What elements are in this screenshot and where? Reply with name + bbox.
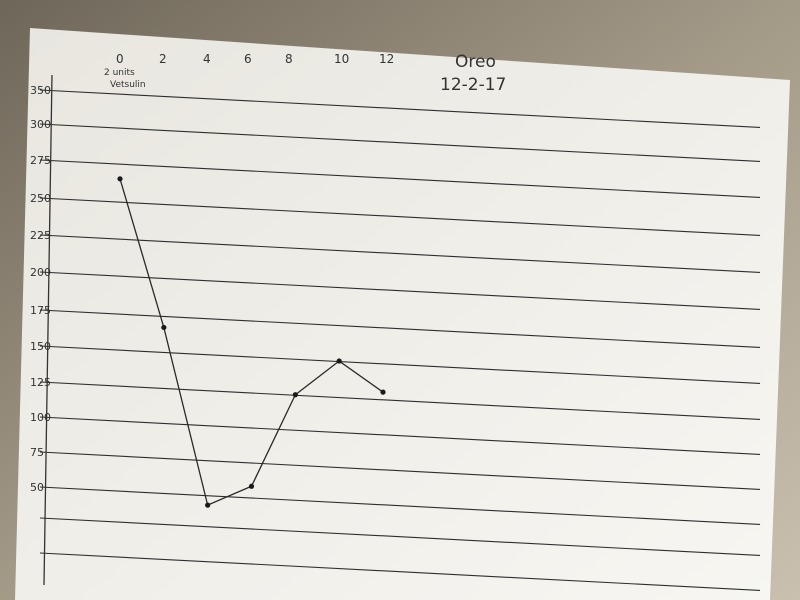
ruled-line: [39, 159, 761, 198]
y-tick-label: 175: [30, 304, 51, 317]
paper-sheet: [15, 28, 790, 600]
ruled-line: [39, 271, 761, 310]
ruled-line: [39, 416, 761, 455]
x-tick-label: 12: [379, 52, 394, 66]
ruled-line: [39, 345, 761, 384]
y-tick-label: 50: [30, 481, 44, 494]
data-point: [380, 389, 386, 395]
y-tick-label: 250: [30, 192, 51, 205]
ruled-line: [39, 486, 761, 525]
x-tick-label: 4: [203, 52, 211, 66]
chart-date: 12-2-17: [440, 75, 506, 95]
chart-title: Oreo: [455, 52, 496, 72]
x-tick-label: 8: [285, 52, 293, 66]
y-tick-label: 100: [30, 411, 51, 424]
ruled-line: [39, 552, 761, 591]
y-tick-label: 200: [30, 266, 51, 279]
ruled-line: [39, 89, 761, 128]
data-point: [292, 392, 298, 398]
x-tick-label: 2: [159, 52, 167, 66]
y-tick-label: 125: [30, 376, 51, 389]
data-point: [248, 483, 255, 489]
data-point: [161, 324, 167, 331]
x-tick-label: 0: [116, 52, 124, 66]
x-tick-label: 6: [244, 52, 252, 66]
x-tick-label: 10: [334, 52, 349, 66]
y-tick-label: 150: [30, 340, 51, 353]
y-axis: [43, 74, 53, 586]
ruled-line: [39, 197, 761, 236]
y-tick-label: 225: [30, 229, 51, 242]
y-tick-label: 300: [30, 118, 51, 131]
y-tick-label: 275: [30, 154, 51, 167]
y-tick-label: 350: [30, 84, 51, 97]
data-point: [117, 176, 123, 182]
ruled-line: [39, 451, 761, 490]
ruled-line: [39, 123, 761, 162]
data-point: [205, 502, 211, 508]
ruled-line: [39, 517, 761, 556]
ruled-line: [39, 234, 761, 273]
y-tick-label: 75: [30, 446, 44, 459]
data-point: [336, 358, 342, 364]
x-axis-note-line1: 2 units: [104, 68, 135, 78]
ruled-line: [39, 381, 761, 420]
x-axis-note-line2: Vetsulin: [110, 80, 146, 90]
